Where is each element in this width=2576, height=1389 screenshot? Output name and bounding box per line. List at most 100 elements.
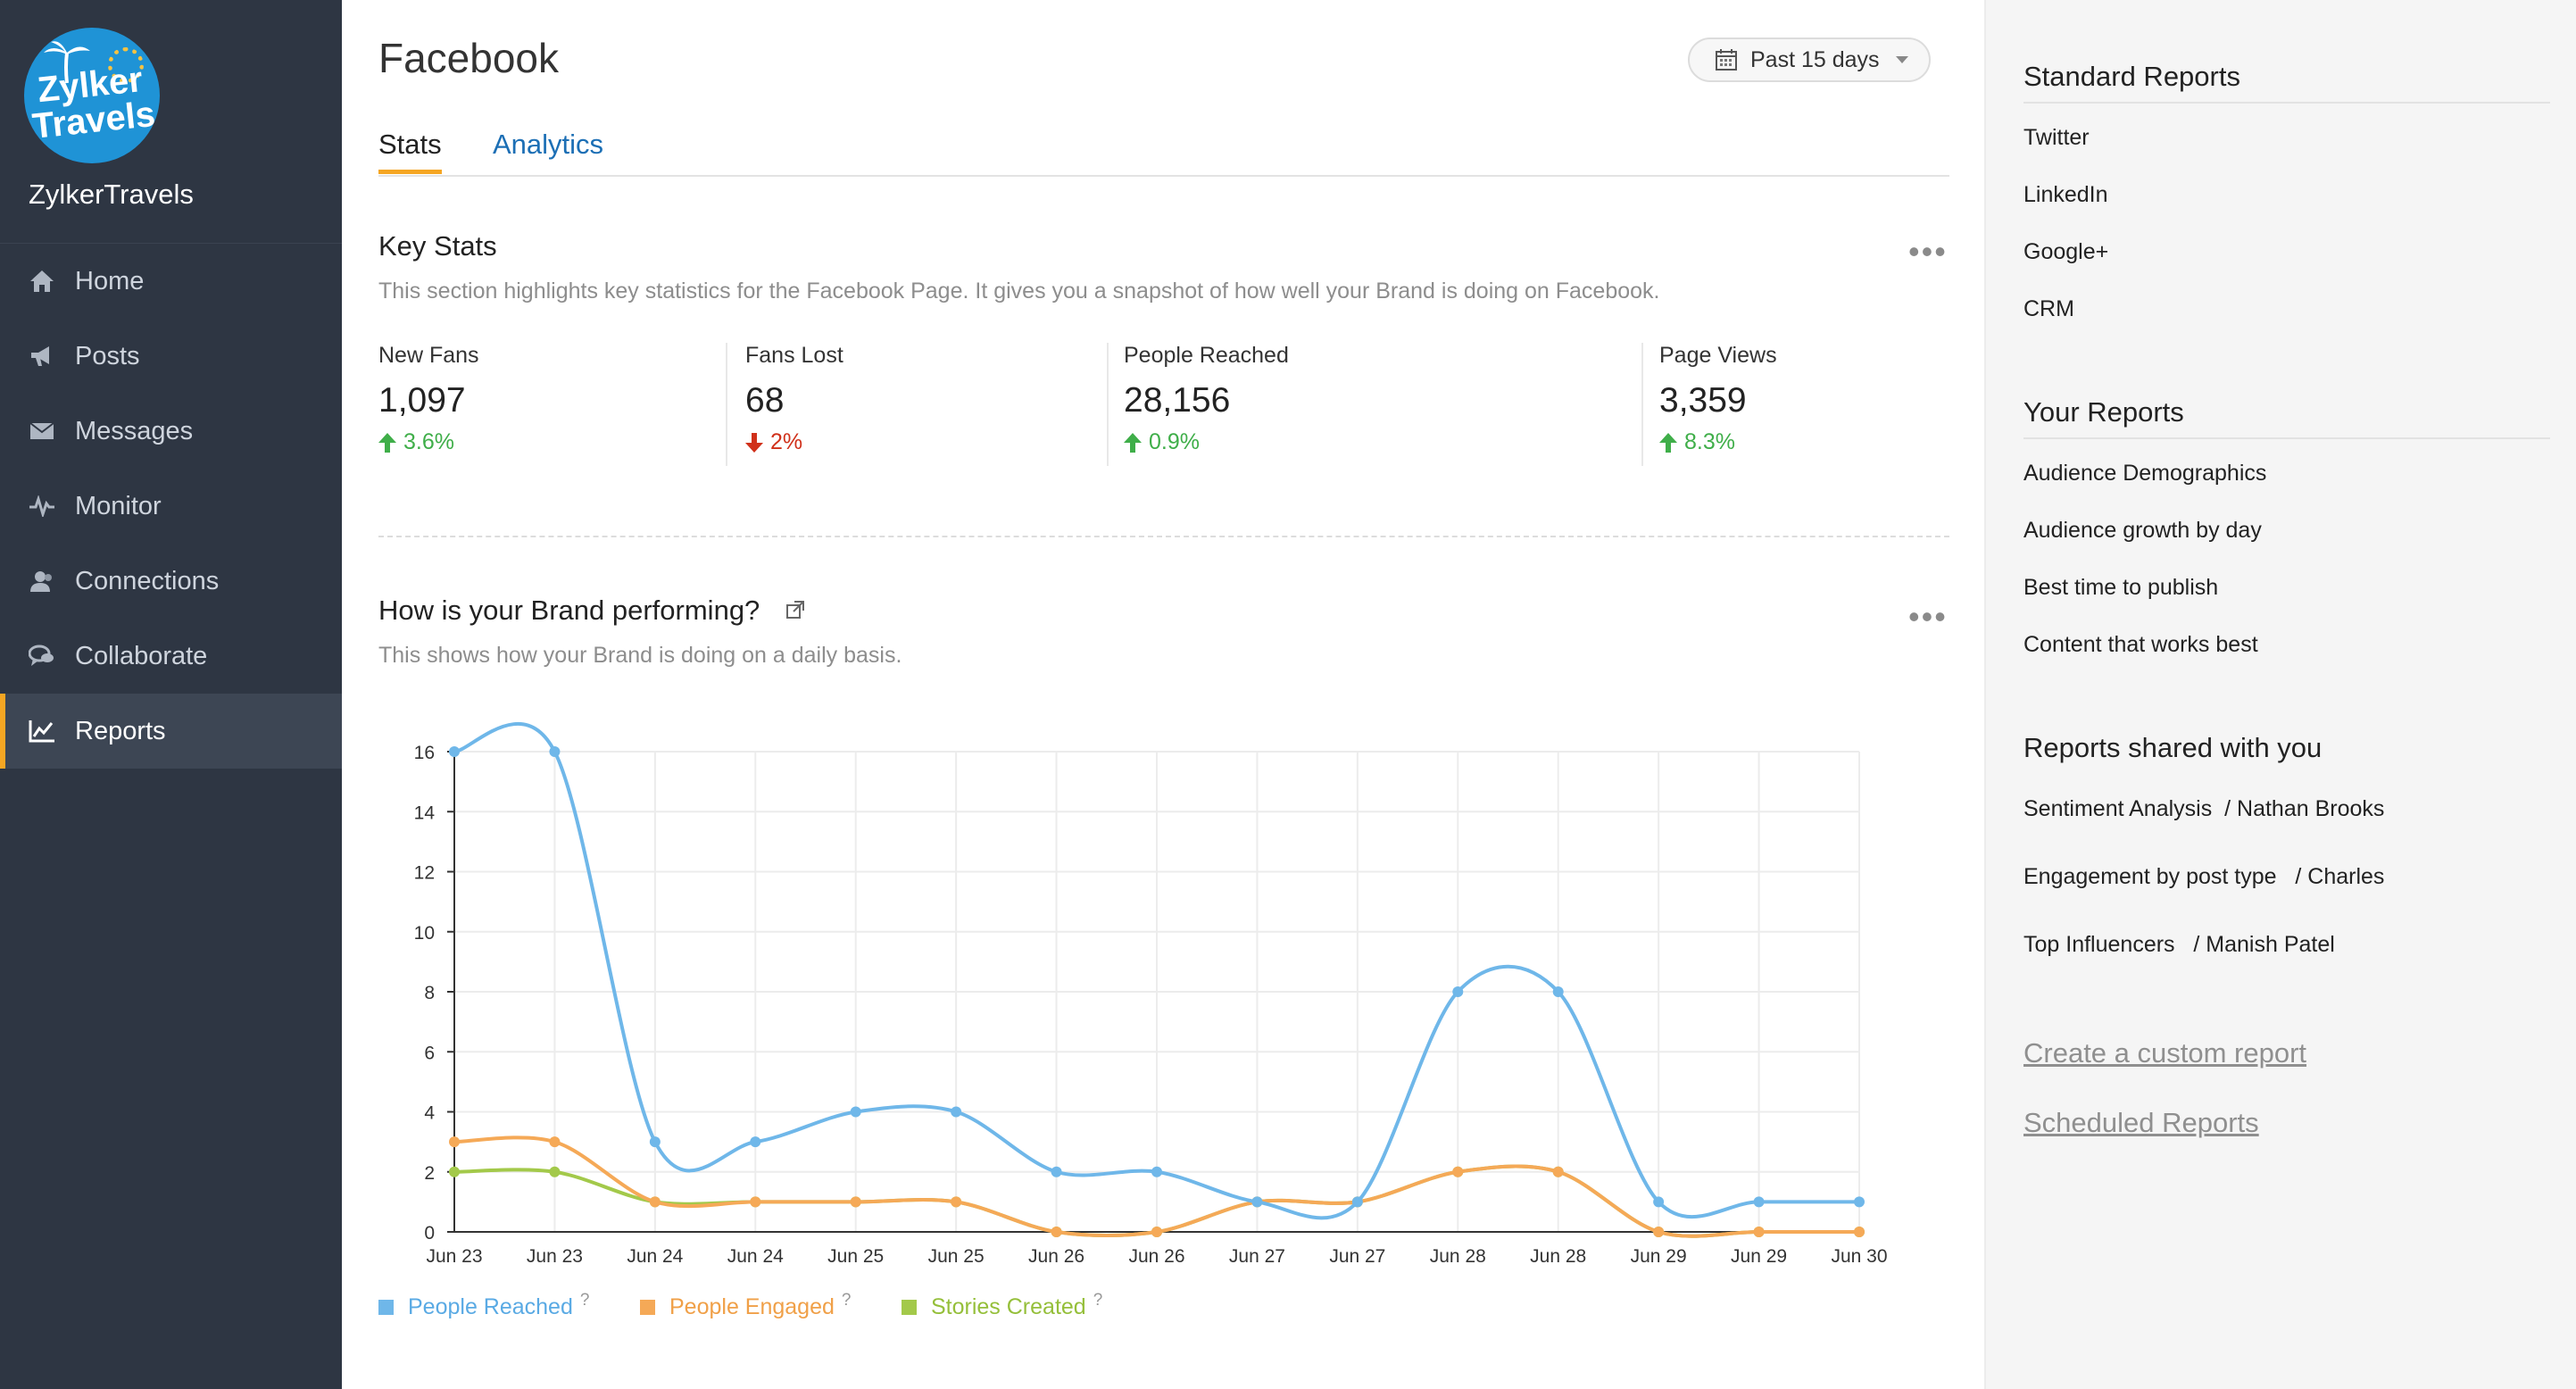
brand-logo[interactable]: Zylker Travels [24, 28, 160, 163]
report-link-best-time[interactable]: Best time to publish [2023, 575, 2219, 600]
arrow-up-icon [1124, 432, 1142, 453]
data-point-people-engaged [1452, 1166, 1464, 1177]
help-icon[interactable]: ? [841, 1290, 852, 1310]
x-tick-label: Jun 26 [1128, 1246, 1184, 1267]
stat-people-reached: People Reached 28,156 0.9% [1124, 343, 1289, 466]
y-tick-label: 4 [424, 1103, 435, 1124]
sidebar-item-posts[interactable]: Posts [0, 319, 342, 394]
key-stats-more-button[interactable]: ••• [1908, 233, 1948, 270]
home-icon [29, 268, 55, 295]
report-link-linkedin[interactable]: LinkedIn [2023, 182, 2108, 207]
stat-value: 1,097 [378, 381, 466, 420]
report-link-content-works-best[interactable]: Content that works best [2023, 632, 2258, 657]
sidebar-item-label: Connections [75, 566, 220, 595]
tab-stats[interactable]: Stats [378, 129, 442, 174]
shared-report-item[interactable]: Sentiment Analysis / Nathan Brooks [2023, 796, 2385, 821]
data-point-people-reached [1452, 986, 1464, 997]
envelope-icon [29, 418, 55, 445]
data-point-people-reached [850, 1106, 861, 1118]
legend-item-stories-created[interactable]: Stories Created ? [902, 1290, 1103, 1320]
arrow-up-icon [378, 432, 396, 453]
data-point-people-reached [1753, 1196, 1765, 1208]
sidebar-item-monitor[interactable]: Monitor [0, 469, 342, 544]
data-point-people-engaged [1552, 1166, 1564, 1177]
calendar-icon [1715, 48, 1738, 71]
arrow-down-icon [745, 432, 763, 453]
shared-report-item[interactable]: Engagement by post type / Charles [2023, 864, 2385, 889]
stat-value: 28,156 [1124, 381, 1231, 420]
page-title: Facebook [378, 35, 560, 81]
sidebar-item-label: Reports [75, 716, 166, 745]
date-range-dropdown[interactable]: Past 15 days [1688, 37, 1931, 82]
chevron-down-icon [1895, 56, 1908, 63]
sidebar-item-messages[interactable]: Messages [0, 394, 342, 469]
data-point-people-reached [750, 1136, 761, 1148]
create-custom-report-link[interactable]: Create a custom report [2023, 1037, 2307, 1069]
report-link-audience-demographics[interactable]: Audience Demographics [2023, 461, 2267, 486]
report-link-twitter[interactable]: Twitter [2023, 125, 2090, 150]
help-icon[interactable]: ? [579, 1290, 590, 1310]
sidebar-item-collaborate[interactable]: Collaborate [0, 619, 342, 694]
data-point-people-engaged [549, 1136, 561, 1148]
sidebar-item-label: Monitor [75, 491, 162, 520]
sidebar-item-reports[interactable]: Reports [0, 694, 342, 769]
tab-bar: Stats Analytics [378, 125, 1949, 177]
stat-label: People Reached [1124, 343, 1289, 368]
performance-title: How is your Brand performing? [378, 595, 760, 626]
y-tick-label: 14 [414, 803, 436, 823]
data-point-people-reached [1854, 1196, 1865, 1208]
sidebar: Zylker Travels ZylkerTravels Home Posts … [0, 0, 342, 1389]
scheduled-reports-link[interactable]: Scheduled Reports [2023, 1107, 2259, 1138]
stat-change: 0.9% [1124, 429, 1289, 455]
legend-item-people-engaged[interactable]: People Engaged ? [640, 1290, 852, 1320]
report-link-audience-growth[interactable]: Audience growth by day [2023, 518, 2262, 543]
x-tick-label: Jun 27 [1229, 1246, 1285, 1267]
data-point-people-reached [951, 1106, 962, 1118]
help-icon[interactable]: ? [1093, 1290, 1103, 1310]
stat-divider [726, 343, 727, 466]
sidebar-item-home[interactable]: Home [0, 244, 342, 319]
reports-panel: Standard Reports Twitter LinkedIn Google… [1984, 0, 2576, 1389]
data-point-people-reached [1552, 986, 1564, 997]
megaphone-icon [29, 343, 55, 370]
report-link-googleplus[interactable]: Google+ [2023, 239, 2109, 264]
sidebar-item-label: Posts [75, 341, 140, 370]
legend-swatch [378, 1300, 394, 1315]
x-tick-label: Jun 29 [1631, 1246, 1687, 1267]
legend-swatch [640, 1300, 655, 1315]
chat-icon [29, 643, 55, 670]
main-content: Facebook Past 15 days Stats Analytics Ke… [342, 0, 1984, 1389]
x-tick-label: Jun 28 [1430, 1246, 1486, 1267]
data-point-people-engaged [1151, 1227, 1162, 1237]
logo-text: Zylker Travels [30, 60, 157, 146]
key-stats-title: Key Stats [378, 230, 497, 262]
x-tick-label: Jun 29 [1731, 1246, 1787, 1267]
y-tick-label: 6 [424, 1043, 435, 1063]
shared-report-item[interactable]: Top Influencers / Manish Patel [2023, 932, 2335, 957]
tab-analytics[interactable]: Analytics [493, 129, 604, 160]
x-tick-label: Jun 27 [1329, 1246, 1385, 1267]
performance-description: This shows how your Brand is doing on a … [378, 643, 902, 668]
sidebar-nav: Home Posts Messages Monitor Connections [0, 243, 342, 769]
stat-change: 8.3% [1659, 429, 1777, 455]
legend-item-people-reached[interactable]: People Reached ? [378, 1290, 590, 1320]
data-point-people-engaged [449, 1136, 460, 1148]
date-range-label: Past 15 days [1750, 46, 1880, 72]
data-point-people-engaged [649, 1196, 661, 1208]
stat-page-views: Page Views 3,359 8.3% [1659, 343, 1777, 466]
data-point-people-reached [1351, 1196, 1363, 1208]
stat-divider [1107, 343, 1109, 466]
sidebar-item-label: Home [75, 266, 145, 295]
sidebar-item-connections[interactable]: Connections [0, 544, 342, 619]
sidebar-item-label: Messages [75, 416, 194, 445]
x-tick-label: Jun 24 [627, 1246, 683, 1267]
data-point-people-reached [449, 746, 460, 757]
external-link-icon[interactable] [785, 600, 805, 624]
y-tick-label: 8 [424, 983, 435, 1003]
data-point-people-engaged [1653, 1227, 1665, 1237]
performance-more-button[interactable]: ••• [1908, 598, 1948, 635]
report-link-crm[interactable]: CRM [2023, 296, 2074, 321]
stat-new-fans: New Fans 1,097 3.6% [378, 343, 479, 466]
x-tick-label: Jun 25 [827, 1246, 884, 1267]
data-point-people-engaged [750, 1196, 761, 1208]
